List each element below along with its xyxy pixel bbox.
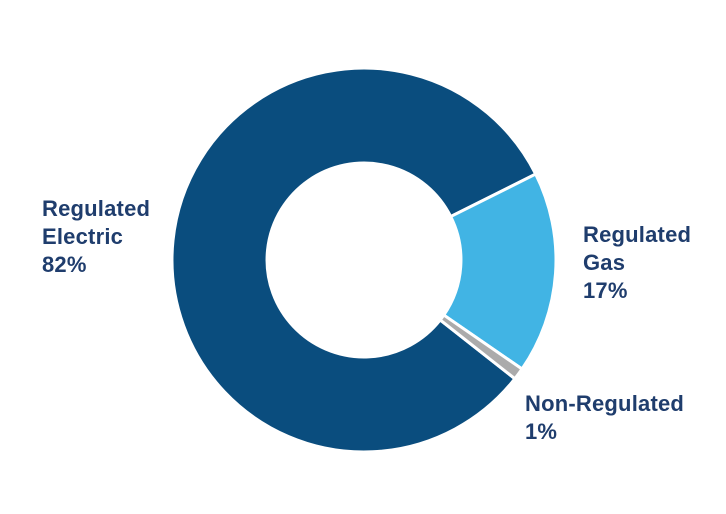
label-regulated-gas: Regulated Gas 17% xyxy=(583,221,691,305)
label-regulated-gas-line1: Regulated xyxy=(583,222,692,247)
label-non-regulated-value: 1% xyxy=(525,419,558,444)
label-regulated-electric-line2: Electric xyxy=(42,224,124,249)
label-regulated-gas-line2: Gas xyxy=(583,250,626,275)
donut-slice-regulated-electric xyxy=(170,66,538,454)
donut-slice-regulated-gas xyxy=(441,172,558,372)
donut-slices-group xyxy=(170,66,558,454)
donut-slice-non-regulated xyxy=(438,312,525,381)
label-regulated-electric: Regulated Electric 82% xyxy=(42,195,150,279)
label-regulated-electric-line1: Regulated xyxy=(42,196,151,221)
label-regulated-gas-value: 17% xyxy=(583,278,628,303)
label-regulated-electric-value: 82% xyxy=(42,252,87,277)
label-non-regulated-line1: Non-Regulated xyxy=(525,391,685,416)
label-non-regulated: Non-Regulated 1% xyxy=(525,390,684,446)
